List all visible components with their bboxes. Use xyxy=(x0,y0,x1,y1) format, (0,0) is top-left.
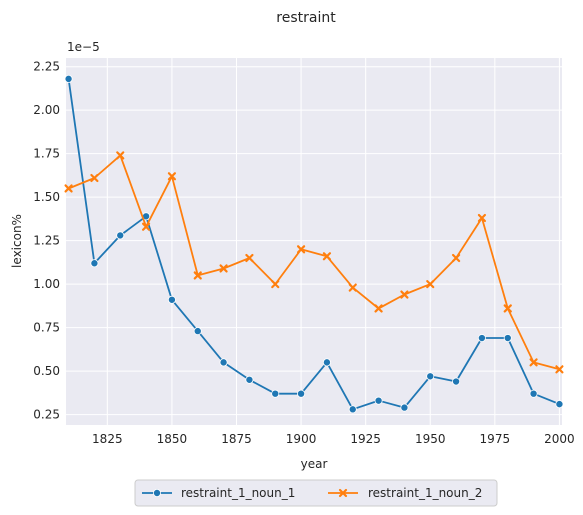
y-axis: 0.25 0.50 0.75 1.00 1.25 1.50 1.75 2.00 2.25 xyxy=(33,60,60,422)
data-point xyxy=(90,173,99,183)
data-point xyxy=(322,252,332,261)
series-line-restraint-1-noun-2 xyxy=(68,154,560,371)
x-tick-label: 1950 xyxy=(415,432,446,446)
series-restraint-1-noun-1 xyxy=(64,74,564,414)
legend-marker-restraint-1-noun-2 xyxy=(338,488,348,498)
data-point xyxy=(426,280,435,289)
data-point xyxy=(90,259,99,268)
y-tick-label: 0.25 xyxy=(33,408,60,422)
data-point xyxy=(297,389,306,398)
series-restraint-1-noun-2 xyxy=(64,151,564,374)
chart-title: restraint xyxy=(276,10,336,26)
x-tick-label: 1825 xyxy=(92,432,123,446)
data-point xyxy=(555,365,564,374)
data-point xyxy=(503,304,512,313)
data-point xyxy=(141,222,151,231)
x-tick-label: 1925 xyxy=(350,432,381,446)
plot-area xyxy=(66,58,562,425)
y-tick-label: 2.25 xyxy=(33,60,60,74)
data-point xyxy=(374,304,383,313)
data-point xyxy=(426,372,435,381)
data-point xyxy=(400,290,409,299)
data-point xyxy=(348,405,357,414)
x-axis-label: year xyxy=(301,457,328,471)
data-point xyxy=(529,358,538,367)
y-tick-label: 1.50 xyxy=(33,190,60,204)
x-tick-label: 2000 xyxy=(544,432,575,446)
y-tick-label: 0.50 xyxy=(33,364,60,378)
grid-lines xyxy=(66,58,562,425)
data-point xyxy=(271,280,280,289)
legend-marker-symbol xyxy=(152,488,161,497)
data-point xyxy=(64,74,73,83)
data-point xyxy=(477,213,487,223)
x-tick-label: 1975 xyxy=(480,432,511,446)
data-point xyxy=(555,400,564,409)
data-point xyxy=(116,151,125,160)
data-point xyxy=(193,271,202,280)
y-tick-label: 0.75 xyxy=(33,321,60,335)
data-point xyxy=(374,396,383,405)
data-point xyxy=(452,377,461,386)
legend-label-restraint-1-noun-2: restraint_1_noun_2 xyxy=(368,486,482,500)
data-point xyxy=(64,184,73,193)
legend-marker-symbol xyxy=(338,488,348,498)
data-point xyxy=(193,327,202,336)
series-line-restraint-1-noun-1 xyxy=(67,78,560,411)
x-axis: 1825 1850 1875 1900 1925 1950 1975 2000 xyxy=(92,432,575,446)
data-point xyxy=(503,334,512,343)
data-point xyxy=(167,172,177,181)
data-point xyxy=(219,264,228,273)
data-point xyxy=(219,358,228,367)
x-tick-label: 1875 xyxy=(221,432,252,446)
y-tick-label: 1.25 xyxy=(33,234,60,248)
legend-label-restraint-1-noun-1: restraint_1_noun_1 xyxy=(181,486,295,500)
x-tick-label: 1900 xyxy=(286,432,317,446)
x-tick-label: 1850 xyxy=(157,432,188,446)
legend: restraint_1_noun_1 restraint_1_noun_2 xyxy=(134,479,498,507)
data-point xyxy=(271,389,280,398)
data-point xyxy=(167,295,176,304)
data-point xyxy=(477,334,486,343)
y-axis-label: lexicon% xyxy=(10,214,24,268)
y-tick-label: 1.75 xyxy=(33,147,60,161)
legend-frame xyxy=(134,479,498,507)
data-point xyxy=(348,283,357,292)
series-layer xyxy=(64,74,564,414)
data-point xyxy=(296,245,306,254)
y-tick-label: 1.00 xyxy=(33,277,60,291)
data-point xyxy=(322,358,331,367)
data-point xyxy=(245,253,254,263)
data-point xyxy=(400,403,409,412)
data-point xyxy=(116,231,125,240)
data-point xyxy=(245,375,254,384)
y-scale-label: 1e−5 xyxy=(67,40,100,54)
data-point xyxy=(451,253,461,263)
legend-marker-restraint-1-noun-1 xyxy=(152,488,161,497)
y-tick-label: 2.00 xyxy=(33,103,60,117)
data-point xyxy=(529,389,538,398)
